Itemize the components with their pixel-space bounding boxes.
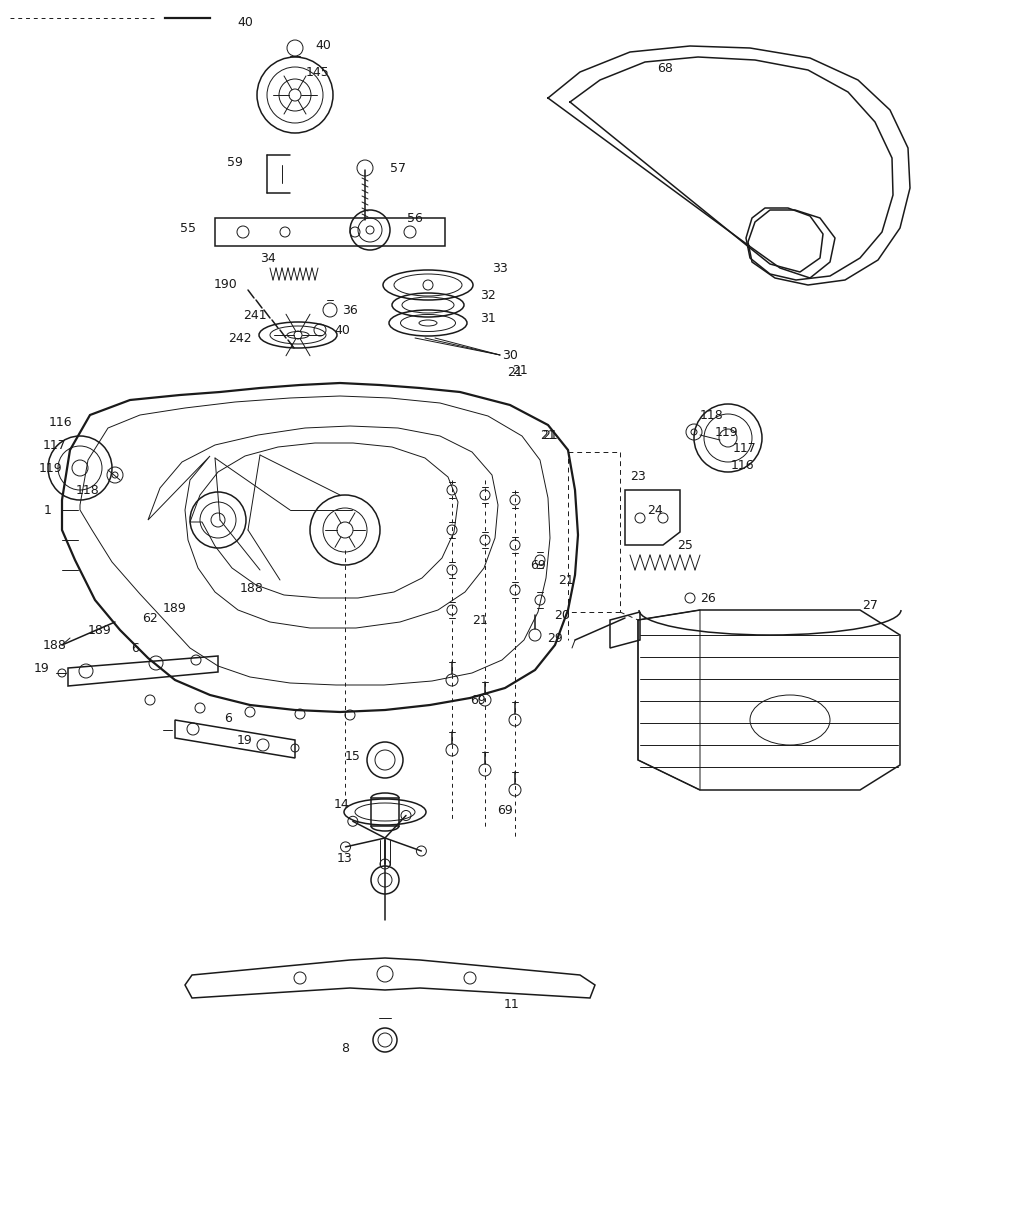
Text: 31: 31 — [480, 311, 496, 325]
Text: 188: 188 — [43, 638, 67, 652]
Text: 13: 13 — [337, 851, 353, 865]
Text: 40: 40 — [238, 16, 253, 28]
Text: 117: 117 — [43, 439, 67, 451]
Text: 118: 118 — [700, 408, 724, 422]
Text: 21: 21 — [472, 614, 487, 626]
Text: 119: 119 — [714, 426, 738, 439]
Text: 21: 21 — [558, 573, 573, 587]
Text: 118: 118 — [76, 483, 100, 497]
Text: 69: 69 — [497, 803, 513, 817]
Text: 36: 36 — [342, 304, 357, 316]
Text: 190: 190 — [214, 278, 238, 290]
Text: 23: 23 — [630, 470, 646, 482]
Text: 116: 116 — [730, 459, 754, 471]
Text: 55: 55 — [180, 221, 196, 235]
Text: 6: 6 — [131, 642, 139, 654]
Text: 21: 21 — [512, 364, 528, 376]
Text: 27: 27 — [862, 599, 878, 611]
Text: 145: 145 — [306, 65, 330, 79]
Text: 189: 189 — [88, 624, 112, 636]
Text: 33: 33 — [493, 262, 508, 274]
Text: 69: 69 — [470, 694, 485, 706]
Text: 62: 62 — [142, 611, 158, 625]
Text: 59: 59 — [227, 155, 243, 169]
Text: 25: 25 — [677, 539, 693, 551]
Text: 40: 40 — [315, 38, 331, 52]
Text: 119: 119 — [38, 461, 61, 475]
Text: 242: 242 — [228, 332, 252, 344]
Text: 20: 20 — [554, 609, 570, 621]
Text: 56: 56 — [408, 212, 423, 225]
Text: 32: 32 — [480, 289, 496, 301]
Text: 34: 34 — [260, 251, 275, 264]
Text: 117: 117 — [733, 442, 757, 455]
Text: 241: 241 — [243, 309, 267, 321]
Text: 11: 11 — [504, 999, 520, 1011]
Text: 1: 1 — [44, 503, 52, 517]
Text: 8: 8 — [341, 1042, 349, 1054]
Text: 19: 19 — [34, 662, 50, 674]
Text: 116: 116 — [48, 416, 72, 428]
Text: 68: 68 — [657, 62, 673, 75]
Text: 21: 21 — [507, 365, 523, 379]
Text: 15: 15 — [345, 749, 360, 763]
Text: 21: 21 — [542, 428, 558, 442]
Text: 14: 14 — [334, 798, 350, 812]
Text: 189: 189 — [163, 601, 186, 615]
Text: 40: 40 — [334, 323, 350, 337]
Text: 24: 24 — [647, 503, 663, 517]
Text: 30: 30 — [502, 348, 518, 362]
Text: 188: 188 — [240, 582, 264, 594]
Text: 29: 29 — [547, 631, 563, 645]
Text: 69: 69 — [530, 558, 546, 572]
Text: 57: 57 — [390, 161, 406, 175]
Text: 21: 21 — [540, 428, 556, 442]
Text: 19: 19 — [238, 733, 253, 747]
Text: 6: 6 — [224, 711, 232, 724]
Text: 26: 26 — [700, 592, 716, 604]
